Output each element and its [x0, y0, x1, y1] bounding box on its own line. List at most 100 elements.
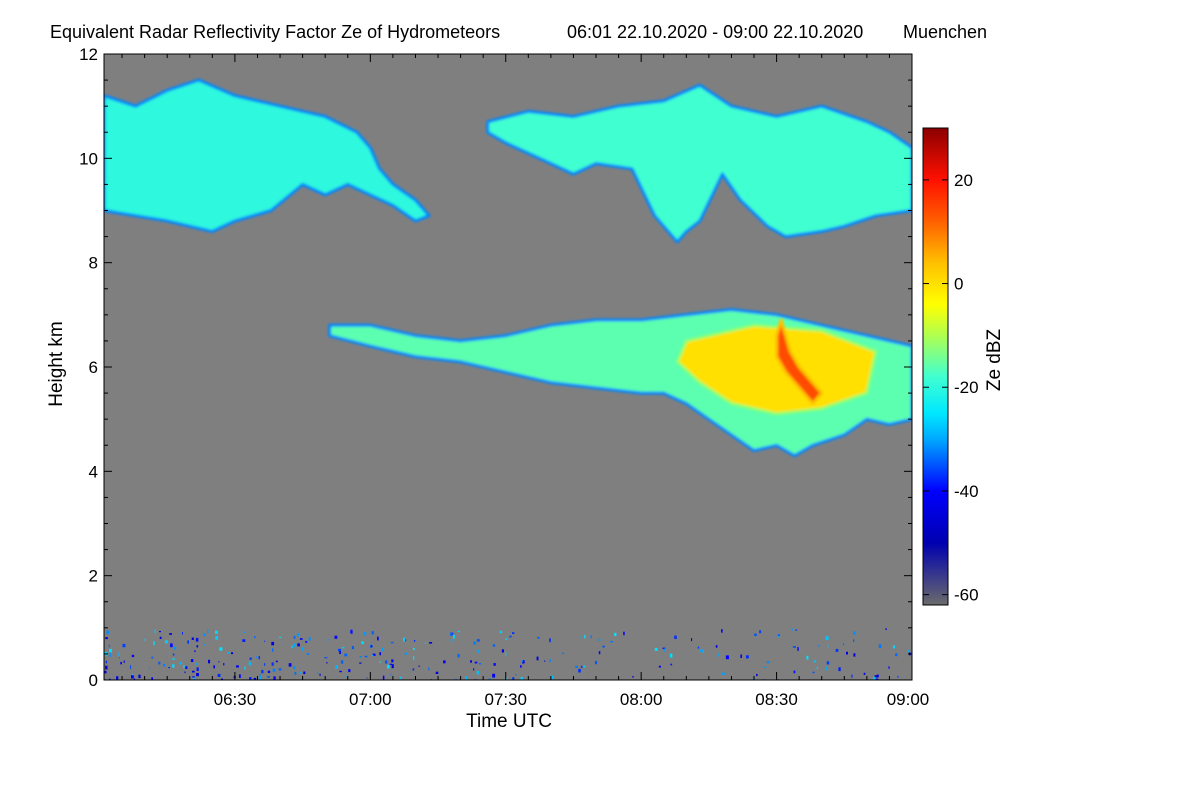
clutter-speck	[151, 677, 153, 680]
clutter-speck	[271, 662, 274, 666]
clutter-speck	[192, 676, 195, 678]
clutter-speck	[501, 649, 504, 653]
clutter-speck	[746, 655, 749, 659]
y-tick-label: 8	[89, 254, 98, 273]
clutter-speck	[520, 665, 522, 668]
clutter-speck	[359, 662, 362, 664]
clutter-speck	[335, 665, 338, 669]
colorbar-tick-label: -20	[954, 378, 979, 397]
clutter-speck	[254, 636, 256, 639]
clutter-speck	[493, 663, 496, 666]
clutter-speck	[297, 643, 300, 647]
clutter-speck	[236, 665, 239, 668]
clutter-speck	[203, 633, 206, 637]
clutter-speck	[443, 660, 446, 664]
clutter-speck	[138, 674, 141, 679]
clutter-speck	[221, 678, 223, 680]
clutter-speck	[213, 665, 215, 669]
clutter-speck	[562, 652, 565, 654]
clutter-speck	[104, 670, 107, 674]
clutter-speck	[499, 630, 503, 634]
clutter-speck	[715, 645, 718, 648]
clutter-speck	[512, 677, 515, 680]
clutter-speck	[164, 640, 168, 644]
clutter-speck	[413, 656, 415, 660]
clutter-speck	[339, 670, 342, 673]
clutter-speck	[108, 644, 110, 648]
clutter-speck	[851, 674, 853, 678]
clutter-speck	[231, 652, 234, 655]
echo-layer-2	[486, 83, 912, 244]
clutter-speck	[590, 635, 592, 639]
clutter-speck	[702, 650, 704, 654]
clutter-speck	[390, 674, 392, 676]
x-tick-label: 07:00	[349, 690, 392, 709]
clutter-speck	[400, 676, 402, 680]
clutter-speck	[191, 637, 194, 640]
clutter-speck	[872, 676, 876, 680]
clutter-speck	[109, 653, 111, 657]
clutter-speck	[721, 629, 723, 633]
clutter-speck	[429, 642, 433, 644]
clutter-speck	[339, 651, 341, 654]
clutter-speck	[366, 677, 368, 679]
clutter-speck	[827, 644, 829, 648]
clutter-speck	[549, 638, 551, 643]
clutter-speck	[293, 643, 296, 647]
clutter-speck	[595, 660, 597, 665]
clutter-speck	[379, 661, 381, 663]
clutter-speck	[522, 660, 525, 664]
clutter-speck	[792, 646, 796, 648]
clutter-speck	[669, 653, 673, 658]
clutter-speck	[725, 655, 729, 660]
clutter-speck	[359, 656, 362, 658]
clutter-speck	[888, 666, 890, 669]
clutter-speck	[275, 660, 278, 663]
clutter-speck	[403, 637, 406, 642]
clutter-speck	[105, 665, 108, 670]
clutter-speck	[364, 655, 368, 658]
clutter-speck	[853, 653, 856, 657]
clutter-speck	[853, 631, 856, 635]
y-tick-label: 4	[89, 462, 98, 481]
clutter-speck	[885, 628, 887, 631]
clutter-speck	[253, 677, 257, 680]
clutter-speck	[248, 661, 251, 666]
clutter-speck	[130, 665, 132, 669]
clutter-speck	[148, 667, 150, 670]
clutter-speck	[263, 640, 266, 642]
clutter-speck	[598, 651, 601, 655]
clutter-speck	[550, 675, 554, 680]
chart-title: Equivalent Radar Reflectivity Factor Ze …	[50, 22, 500, 42]
chart-location: Muenchen	[903, 22, 987, 42]
clutter-speck	[293, 666, 296, 670]
clutter-speck	[521, 660, 523, 662]
clutter-speck	[515, 674, 517, 676]
clutter-speck	[492, 644, 496, 647]
clutter-speck	[874, 675, 878, 678]
clutter-speck	[120, 661, 122, 665]
clutter-speck	[793, 670, 796, 674]
clutter-speck	[418, 665, 420, 667]
clutter-speck	[264, 663, 266, 666]
clutter-speck	[118, 652, 120, 657]
y-tick-label: 10	[79, 149, 98, 168]
clutter-speck	[580, 636, 583, 639]
x-tick-label: 08:00	[620, 690, 663, 709]
clutter-speck	[537, 636, 540, 639]
clutter-speck	[195, 663, 198, 665]
clutter-speck	[381, 647, 384, 652]
clutter-speck	[338, 648, 341, 652]
echo-layer-5	[775, 318, 824, 405]
clutter-speck	[159, 631, 161, 633]
clutter-speck	[306, 653, 310, 655]
clutter-speck	[435, 671, 439, 674]
clutter-speck	[455, 678, 458, 680]
clutter-speck	[812, 671, 815, 674]
clutter-speck	[172, 658, 176, 660]
clutter-speck	[173, 646, 177, 650]
clutter-speck	[838, 667, 841, 672]
clutter-speck	[718, 653, 720, 657]
clutter-speck	[895, 653, 898, 657]
